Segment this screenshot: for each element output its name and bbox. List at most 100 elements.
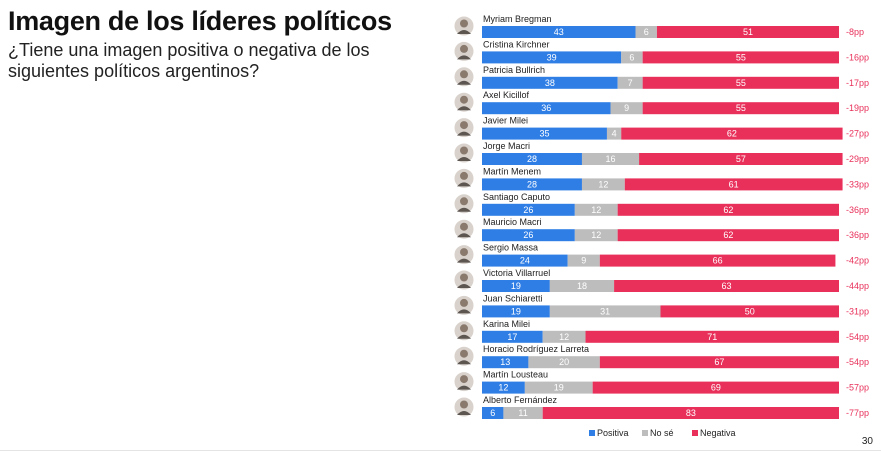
bar-horacio-rodriguez-larreta-positiva	[482, 356, 529, 369]
avatar	[453, 142, 475, 164]
bar-martin-menem-negativa	[624, 178, 843, 191]
bar-value-label: 26	[523, 205, 533, 215]
avatar	[453, 294, 475, 316]
bar-value-label: 26	[523, 230, 533, 240]
difference-label: -57pp	[846, 383, 869, 393]
avatar	[453, 269, 475, 291]
difference-label: -19pp	[846, 103, 869, 113]
bar-value-label: 38	[545, 78, 555, 88]
bar-value-label: 19	[554, 383, 564, 393]
page-title: Imagen de los líderes políticos	[8, 6, 392, 36]
bar-horacio-rodriguez-larreta-negativa	[599, 356, 839, 369]
politician-name-patricia-bullrich: Patricia Bullrich	[483, 65, 545, 75]
bar-value-label: 62	[727, 129, 737, 139]
difference-label: -31pp	[846, 306, 869, 316]
bar-value-label: 35	[539, 129, 549, 139]
avatar	[453, 320, 475, 342]
avatar	[453, 40, 475, 62]
bar-value-label: 63	[722, 281, 732, 291]
avatar	[453, 244, 475, 266]
bar-value-label: 39	[547, 52, 557, 62]
bar-value-label: 4	[612, 129, 617, 139]
legend-swatch	[589, 430, 595, 436]
bar-javier-milei-positiva	[482, 127, 607, 140]
bar-myriam-bregman-no-se	[635, 26, 657, 38]
bar-value-label: 28	[527, 154, 537, 164]
difference-label: -29pp	[846, 154, 869, 164]
difference-label: -27pp	[846, 129, 869, 139]
bar-juan-schiaretti-no-se	[549, 305, 661, 318]
politician-name-martin-menem: Martín Menem	[483, 166, 541, 176]
bar-value-label: 36	[541, 103, 551, 113]
bar-martin-lousteau-negativa	[592, 381, 839, 394]
bar-value-label: 12	[591, 205, 601, 215]
bar-santiago-caputo-positiva	[482, 203, 575, 216]
difference-label: -42pp	[846, 256, 869, 266]
bar-patricia-bullrich-negativa	[642, 76, 839, 89]
legend-swatch	[692, 430, 698, 436]
bar-value-label: 57	[736, 154, 746, 164]
politician-name-santiago-caputo: Santiago Caputo	[483, 192, 550, 202]
bar-value-label: 12	[598, 179, 608, 189]
avatar	[453, 91, 475, 113]
bar-value-label: 11	[518, 408, 527, 418]
bar-value-label: 19	[511, 306, 521, 316]
bar-alberto-fernandez-negativa	[542, 407, 839, 419]
difference-label: -54pp	[846, 357, 869, 367]
page-number: 30	[861, 436, 873, 447]
difference-label: -16pp	[846, 52, 869, 62]
difference-label: -36pp	[846, 205, 869, 215]
avatar	[453, 193, 475, 215]
bar-myriam-bregman-negativa	[656, 26, 839, 38]
bar-patricia-bullrich-no-se	[617, 76, 643, 89]
politician-name-myriam-bregman: Myriam Bregman	[483, 14, 552, 24]
bar-value-label: 6	[490, 408, 495, 418]
difference-label: -17pp	[846, 78, 869, 88]
legend-swatch	[642, 430, 648, 436]
bar-value-label: 20	[559, 357, 569, 367]
bar-value-label: 28	[527, 179, 537, 189]
bar-karina-milei-positiva	[482, 330, 543, 343]
bar-value-label: 51	[743, 27, 753, 37]
bar-value-label: 18	[577, 281, 587, 291]
bar-value-label: 43	[554, 27, 564, 37]
bar-horacio-rodriguez-larreta-no-se	[528, 356, 600, 369]
bar-value-label: 24	[520, 256, 530, 266]
bar-value-label: 9	[581, 256, 586, 266]
bar-sergio-massa-positiva	[482, 254, 568, 267]
bar-value-label: 17	[507, 332, 517, 342]
bar-value-label: 55	[736, 103, 746, 113]
avatar	[453, 396, 475, 418]
bar-value-label: 67	[714, 357, 724, 367]
bar-juan-schiaretti-negativa	[660, 305, 839, 318]
bar-santiago-caputo-negativa	[617, 203, 839, 216]
legend-label: Negativa	[700, 428, 736, 438]
page-subtitle: ¿Tiene una imagen positiva o negativa de…	[8, 40, 370, 81]
bar-javier-milei-no-se	[606, 127, 622, 140]
bar-value-label: 12	[498, 383, 508, 393]
bar-sergio-massa-negativa	[599, 254, 836, 267]
bar-karina-milei-negativa	[585, 330, 839, 343]
bar-alberto-fernandez-positiva	[482, 407, 504, 419]
politician-name-martin-lousteau: Martín Lousteau	[483, 370, 548, 380]
bar-axel-kicillof-no-se	[610, 102, 643, 115]
politician-name-javier-milei: Javier Milei	[483, 116, 528, 126]
bar-martin-menem-no-se	[581, 178, 625, 191]
legend-label: Positiva	[597, 428, 629, 438]
bar-value-label: 13	[500, 357, 510, 367]
difference-label: -36pp	[846, 230, 869, 240]
bar-value-label: 19	[511, 281, 521, 291]
legend-label: No sé	[650, 428, 674, 438]
politician-name-axel-kicillof: Axel Kicillof	[483, 90, 530, 100]
bar-axel-kicillof-negativa	[642, 102, 839, 115]
bar-value-label: 31	[600, 306, 610, 316]
bar-cristina-kirchner-no-se	[621, 51, 643, 64]
bar-jorge-macri-positiva	[482, 153, 582, 165]
bar-value-label: 12	[559, 332, 569, 342]
bar-value-label: 50	[745, 306, 755, 316]
bar-value-label: 9	[624, 103, 629, 113]
politician-name-juan-schiaretti: Juan Schiaretti	[483, 293, 543, 303]
avatar	[453, 167, 475, 189]
politician-name-mauricio-macri: Mauricio Macri	[483, 217, 542, 227]
